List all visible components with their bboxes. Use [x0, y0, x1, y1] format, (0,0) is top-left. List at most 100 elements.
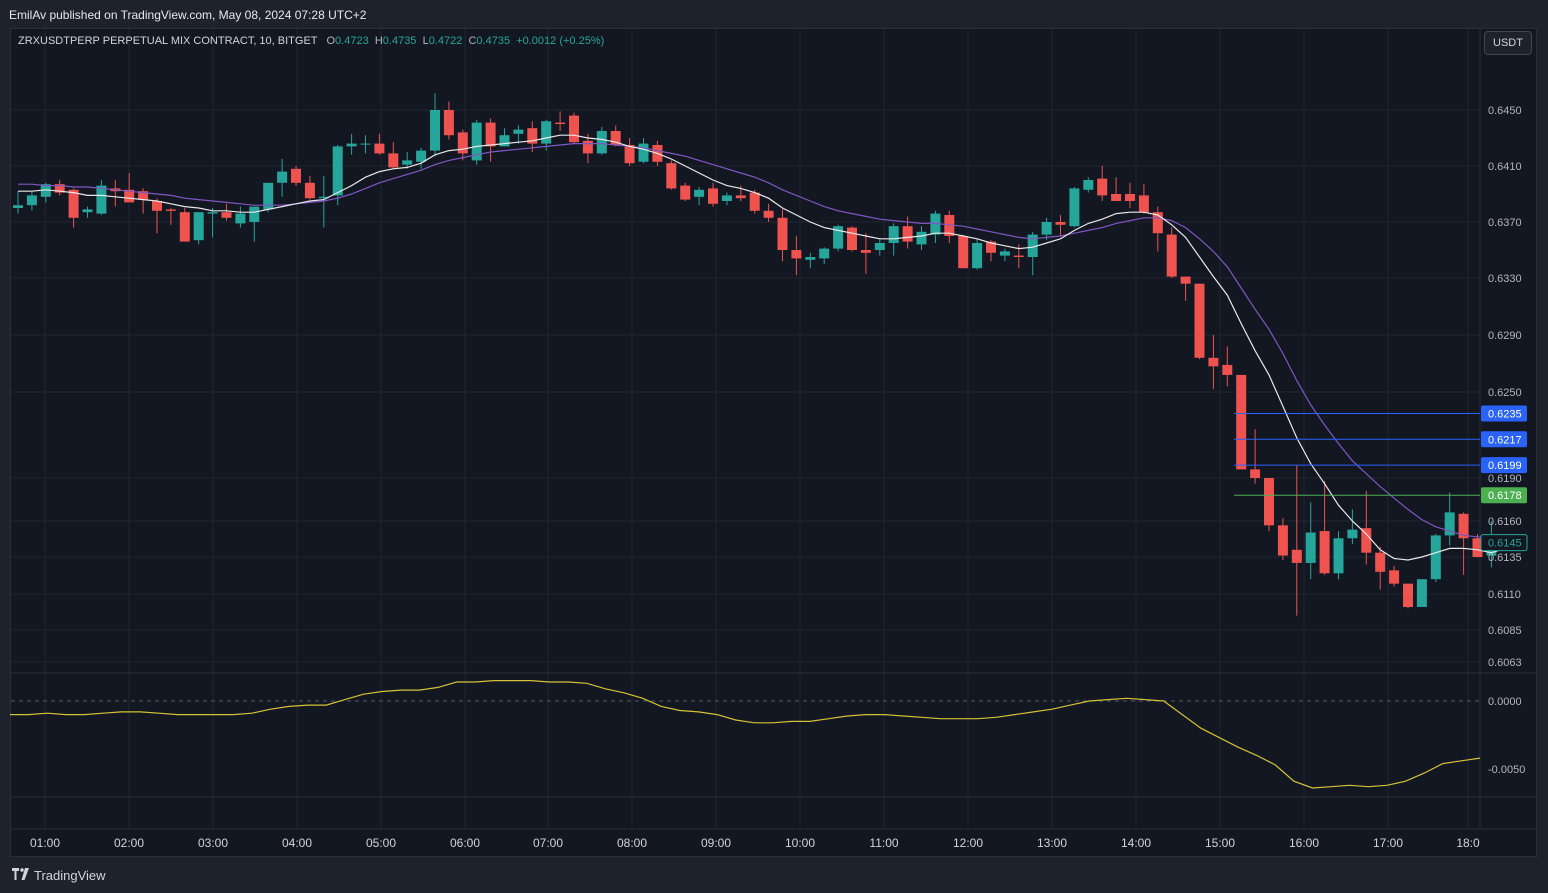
- time-tick-label: 09:00: [701, 836, 731, 850]
- candle-body: [916, 231, 927, 245]
- time-tick-label: 17:00: [1373, 836, 1403, 850]
- candle-body: [958, 236, 969, 269]
- tradingview-brand-label: TradingView: [34, 868, 106, 883]
- candle-body: [26, 195, 37, 206]
- price-label-text: 0.6235: [1488, 409, 1522, 421]
- open-label: O: [326, 35, 336, 47]
- candle-body: [1041, 222, 1052, 235]
- candle-body: [763, 210, 774, 218]
- candle-body: [1375, 552, 1386, 572]
- price-tick-label: 0.6160: [1488, 516, 1522, 528]
- candle-body: [96, 185, 107, 214]
- change-value: +0.0012 (+0.25%): [516, 35, 605, 47]
- price-label-text: 0.6178: [1488, 490, 1522, 502]
- close-value: 0.4735: [476, 35, 511, 47]
- candle-body: [902, 226, 913, 242]
- candle-body: [1083, 180, 1094, 190]
- candle-body: [1305, 532, 1316, 563]
- candle-body: [1277, 525, 1288, 556]
- candle-body: [624, 145, 635, 164]
- publish-bar: EmilAv published on TradingView.com, May…: [0, 0, 1548, 28]
- candle-body: [346, 143, 357, 147]
- candle-body: [541, 121, 552, 144]
- candle-body: [374, 143, 385, 154]
- candle-body: [513, 129, 524, 134]
- price-label-box: [1481, 487, 1527, 504]
- time-tick-label: 03:00: [198, 836, 228, 850]
- candle-body: [1264, 478, 1274, 526]
- time-tick-label: 14:00: [1121, 836, 1151, 850]
- candle-body: [443, 110, 454, 136]
- price-tick-label: 0.6330: [1488, 273, 1522, 285]
- candle-body: [402, 160, 413, 165]
- candle-body: [805, 257, 816, 260]
- price-tick-label: 0.6110: [1488, 589, 1521, 601]
- publish-info: EmilAv published on TradingView.com, May…: [9, 8, 367, 22]
- oscillator-tick-label: 0.0000: [1488, 696, 1522, 708]
- candle-body: [1111, 194, 1122, 201]
- price-label-text: 0.6199: [1488, 460, 1522, 472]
- candle-body: [582, 140, 593, 154]
- time-tick-label: 18:0: [1456, 836, 1480, 850]
- time-tick-label: 11:00: [869, 836, 898, 850]
- candle-body: [277, 171, 288, 183]
- symbol-name: ZRXUSDTPERP PERPETUAL MIX CONTRACT, 10, …: [18, 35, 318, 47]
- high-value: 0.4735: [382, 35, 417, 47]
- candle-body: [888, 226, 899, 243]
- candle-body: [999, 251, 1010, 256]
- candle-body: [304, 182, 315, 199]
- price-tick-label: 0.6085: [1488, 625, 1522, 637]
- candle-body: [666, 163, 677, 189]
- price-tick-label: 0.6370: [1488, 217, 1522, 229]
- candle-body: [1194, 283, 1205, 358]
- price-label-text: 0.6217: [1488, 434, 1522, 446]
- candle-body: [193, 212, 204, 241]
- oscillator-tick-label: -0.0050: [1488, 764, 1525, 776]
- candle-body: [986, 241, 996, 253]
- candle-body: [1055, 222, 1066, 225]
- candle-body: [221, 212, 232, 218]
- candle-body: [179, 212, 190, 242]
- candle-body: [13, 205, 23, 208]
- price-tick-label: 0.6135: [1488, 552, 1522, 564]
- candle-body: [569, 115, 579, 143]
- tradingview-brand[interactable]: TradingView: [12, 868, 106, 883]
- price-label-text: 0.6145: [1488, 538, 1522, 550]
- high-label: H: [374, 35, 383, 47]
- candle-body: [207, 212, 218, 214]
- ma-slow-line: [18, 143, 1506, 539]
- candle-body: [1138, 195, 1149, 213]
- time-tick-label: 06:00: [450, 836, 480, 850]
- candle-body: [40, 184, 51, 197]
- candle-body: [1166, 234, 1177, 277]
- price-tick-label: 0.6063: [1488, 657, 1522, 669]
- candle-body: [1333, 538, 1344, 574]
- candle-body: [430, 110, 440, 151]
- time-tick-label: 16:00: [1289, 836, 1319, 850]
- candle-body: [54, 184, 65, 193]
- candle-body: [819, 248, 830, 259]
- price-label-box: [1481, 457, 1527, 474]
- candle-body: [860, 250, 871, 253]
- candle-body: [1361, 528, 1372, 553]
- candle-body: [610, 131, 621, 145]
- price-tick-label: 0.6250: [1488, 387, 1522, 399]
- candle-body: [1222, 364, 1233, 375]
- candle-body: [1347, 529, 1358, 539]
- time-tick-label: 08:00: [617, 836, 647, 850]
- time-tick-label: 05:00: [366, 836, 396, 850]
- candle-body: [165, 209, 176, 211]
- price-tick-label: 0.6410: [1488, 161, 1522, 173]
- price-tick-label: 0.6450: [1488, 105, 1522, 117]
- close-label: C: [468, 35, 477, 47]
- currency-button[interactable]: USDT: [1484, 31, 1532, 55]
- candle-body: [791, 250, 802, 259]
- candle-body: [416, 150, 427, 162]
- candle-body: [1444, 512, 1455, 536]
- candle-body: [735, 195, 746, 199]
- low-label: L: [422, 35, 429, 47]
- time-tick-label: 07:00: [533, 836, 563, 850]
- candle-body: [694, 189, 705, 197]
- candle-body: [1319, 531, 1330, 574]
